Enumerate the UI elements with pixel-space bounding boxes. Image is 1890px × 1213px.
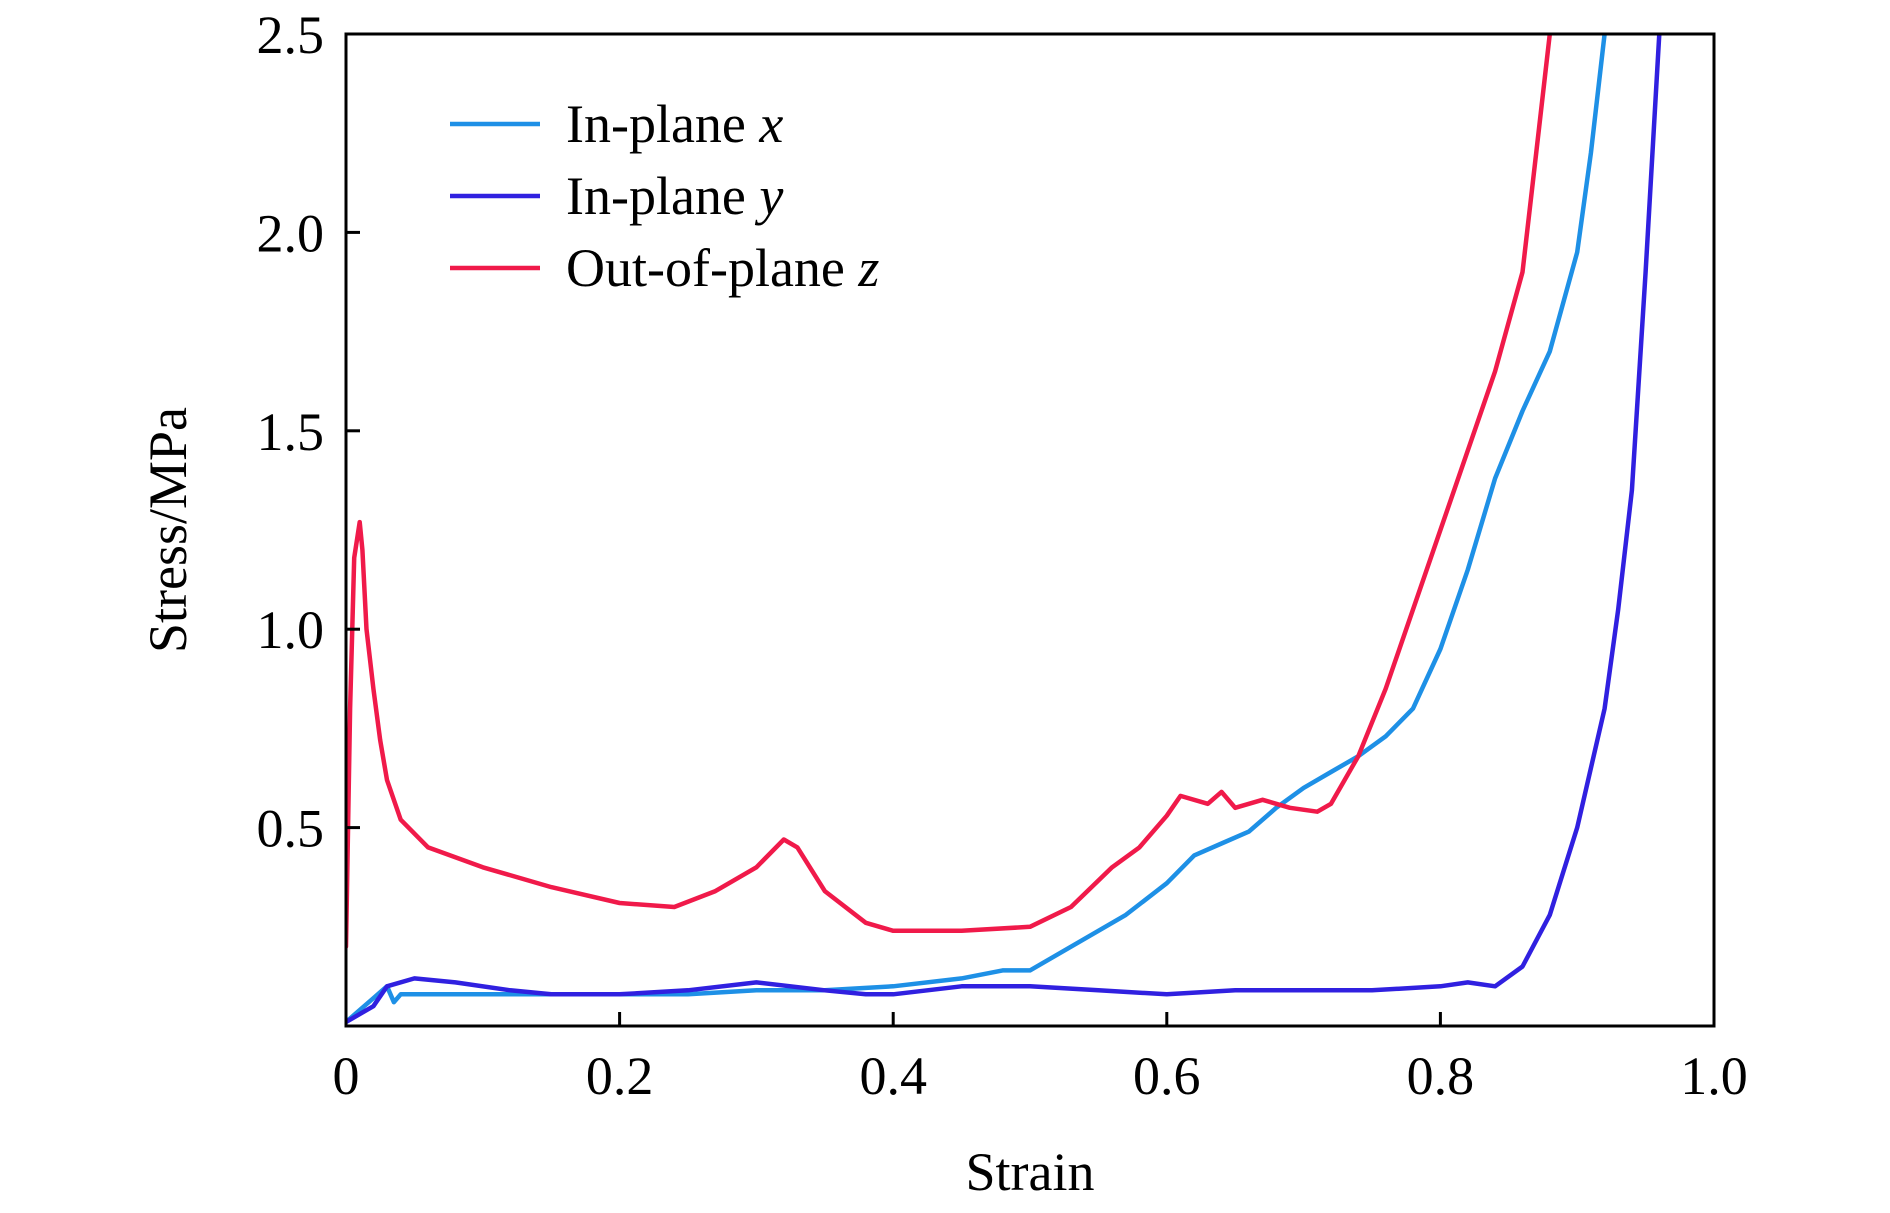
y-tick-label: 1.0 xyxy=(257,600,325,660)
x-tick-label: 0.4 xyxy=(859,1046,927,1106)
y-axis-label: Stress/MPa xyxy=(138,407,198,653)
legend-label-axis: z xyxy=(857,238,879,298)
y-axis: 0.5 1.0 1.5 2.0 2.5 xyxy=(257,5,360,859)
legend-label-axis: y xyxy=(754,166,783,226)
x-tick-label: 0.6 xyxy=(1133,1046,1201,1106)
y-tick-label: 1.5 xyxy=(257,402,325,462)
y-tick-label: 2.0 xyxy=(257,203,325,263)
legend-label-text: Out-of-plane xyxy=(566,238,858,298)
x-tick-label: 1.0 xyxy=(1680,1046,1748,1106)
x-axis: 0 0.2 0.4 0.6 0.8 1.0 xyxy=(333,1012,1748,1106)
legend-label-axis: x xyxy=(758,94,783,154)
plot-frame xyxy=(344,32,1716,1028)
legend-label-x: In-plane x xyxy=(566,94,783,154)
legend-label-text: In-plane xyxy=(566,166,759,226)
legend-label-text: In-plane xyxy=(566,94,759,154)
series-line-x xyxy=(346,34,1607,1025)
x-tick-label: 0.8 xyxy=(1407,1046,1475,1106)
legend-label-z: Out-of-plane z xyxy=(566,238,879,298)
series-layer xyxy=(346,34,1662,1025)
x-tick-label: 0.2 xyxy=(586,1046,654,1106)
y-tick-label: 2.5 xyxy=(257,5,325,65)
series-line-z xyxy=(346,34,1553,949)
y-tick-label: 0.5 xyxy=(257,799,325,859)
legend-label-y: In-plane y xyxy=(566,166,783,226)
series-line-y xyxy=(346,34,1662,1025)
x-tick-label: 0 xyxy=(333,1046,360,1106)
x-axis-label: Strain xyxy=(966,1142,1095,1202)
